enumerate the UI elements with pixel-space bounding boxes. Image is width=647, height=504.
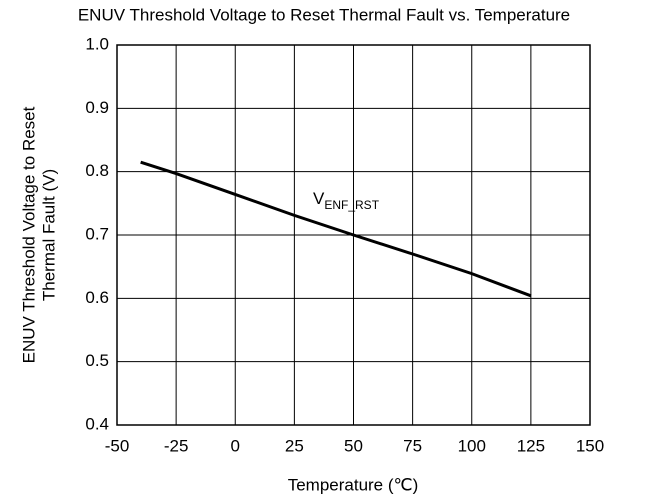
annotation: VENF_RST [313,189,380,212]
chart-title: ENUV Threshold Voltage to Reset Thermal … [78,5,570,24]
plot-frame [116,44,591,426]
y-axis-label: ENUV Threshold Voltage to Reset [19,106,38,363]
x-tick-label: 150 [576,436,604,455]
x-tick-label: 0 [231,436,240,455]
x-tick-label: 50 [344,436,363,455]
x-tick-label: -25 [164,436,189,455]
x-tick-label: 125 [517,436,545,455]
y-tick-label: 0.8 [85,161,109,180]
y-tick-label: 1.0 [85,34,109,53]
y-tick-label: 0.9 [85,98,109,117]
y-axis-label: Thermal Fault (V) [39,169,58,301]
x-tick-label: 25 [285,436,304,455]
y-tick-label: 0.6 [85,288,109,307]
x-axis-label: Temperature (℃) [288,475,419,494]
y-tick-label: 0.4 [85,414,109,433]
annotation-subscript: ENF_RST [324,198,379,212]
data-line [140,160,532,298]
x-tick-label: 100 [458,436,486,455]
y-tick-label: 0.5 [85,351,109,370]
x-tick-label: -50 [105,436,130,455]
x-tick-label: 75 [403,436,422,455]
annotation-text: V [313,189,325,208]
y-tick-label: 0.7 [85,224,109,243]
